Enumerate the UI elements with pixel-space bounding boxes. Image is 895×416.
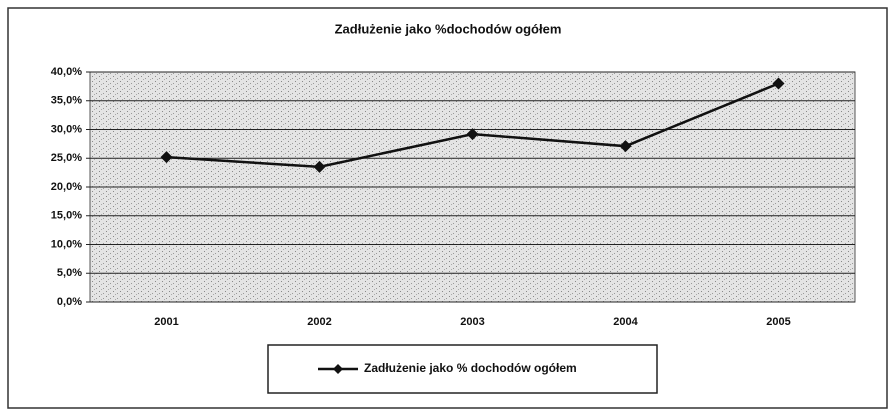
x-tick-label: 2005 xyxy=(766,316,790,328)
y-tick-label: 30,0% xyxy=(51,123,82,135)
y-tick-label: 20,0% xyxy=(51,181,82,193)
y-tick-label: 5,0% xyxy=(57,267,82,279)
chart-title: Zadłużenie jako %dochodów ogółem xyxy=(335,21,562,36)
y-tick-label: 40,0% xyxy=(51,66,82,78)
y-tick-label: 15,0% xyxy=(51,210,82,222)
point-marker xyxy=(313,160,326,173)
point-marker xyxy=(466,128,479,141)
y-tick-label: 25,0% xyxy=(51,152,82,164)
y-tick-label: 0,0% xyxy=(57,296,82,308)
y-tick-label: 10,0% xyxy=(51,238,82,250)
x-tick-label: 2001 xyxy=(154,316,178,328)
legend-label: Zadłużenie jako % dochodów ogółem xyxy=(364,361,577,375)
y-tick-label: 35,0% xyxy=(51,95,82,107)
legend-marker xyxy=(333,364,343,374)
point-marker xyxy=(619,140,632,153)
point-marker xyxy=(160,151,173,164)
x-tick-label: 2002 xyxy=(307,316,331,328)
x-tick-label: 2003 xyxy=(460,316,484,328)
point-marker xyxy=(772,77,785,90)
x-tick-label: 2004 xyxy=(613,316,638,328)
